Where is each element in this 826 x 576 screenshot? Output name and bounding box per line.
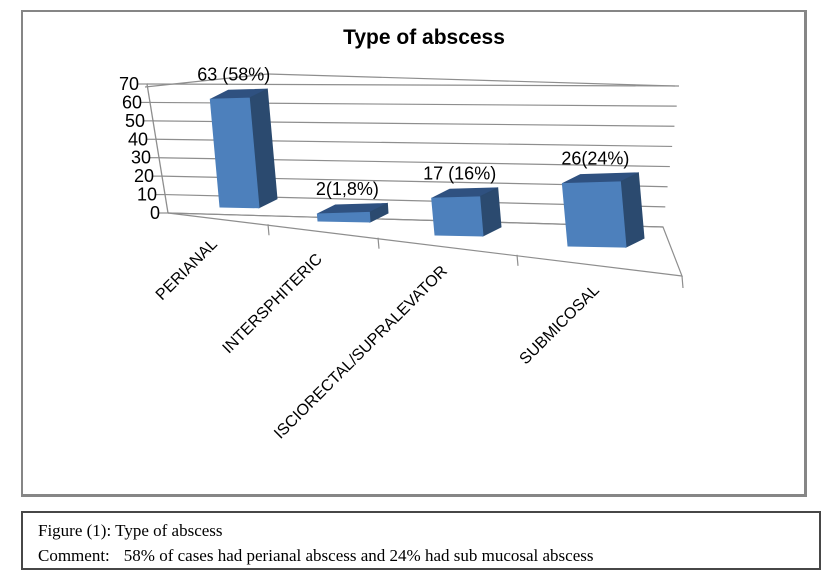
svg-text:17 (16%): 17 (16%) [423, 163, 496, 183]
bar-front-face [561, 181, 627, 248]
wall-top-edge [144, 73, 676, 88]
caption-figure-line: Figure (1): Type of abscess [38, 521, 223, 540]
bars [209, 88, 645, 248]
svg-text:70: 70 [119, 74, 139, 94]
bar-front-face [209, 97, 260, 209]
svg-text:10: 10 [137, 185, 157, 205]
caption-comment-text: 58% of cases had perianal abscess and 24… [123, 546, 594, 565]
svg-text:63 (58%): 63 (58%) [197, 64, 270, 84]
caption-box: Figure (1): Type of abscess Comment: 58% … [21, 511, 821, 570]
floor [167, 212, 684, 289]
svg-text:50: 50 [125, 111, 145, 131]
chart-title: Type of abscess [343, 26, 505, 49]
svg-text:40: 40 [128, 129, 148, 149]
svg-text:20: 20 [134, 166, 154, 186]
svg-text:30: 30 [131, 148, 151, 168]
bar-front-face [431, 196, 484, 237]
svg-text:26(24%): 26(24%) [561, 149, 629, 169]
bar-front-face [316, 211, 371, 223]
caption-comment-line: Comment: 58% of cases had perianal absces… [38, 543, 819, 568]
data-labels: 63 (58%) 2(1,8%) 17 (16%) 26(24%) [197, 64, 629, 199]
svg-text:0: 0 [150, 203, 160, 223]
svg-text:60: 60 [122, 92, 142, 112]
svg-text:2(1,8%): 2(1,8%) [316, 179, 379, 199]
chart-frame-border [21, 10, 806, 496]
caption-comment-label: Comment: [38, 546, 110, 565]
